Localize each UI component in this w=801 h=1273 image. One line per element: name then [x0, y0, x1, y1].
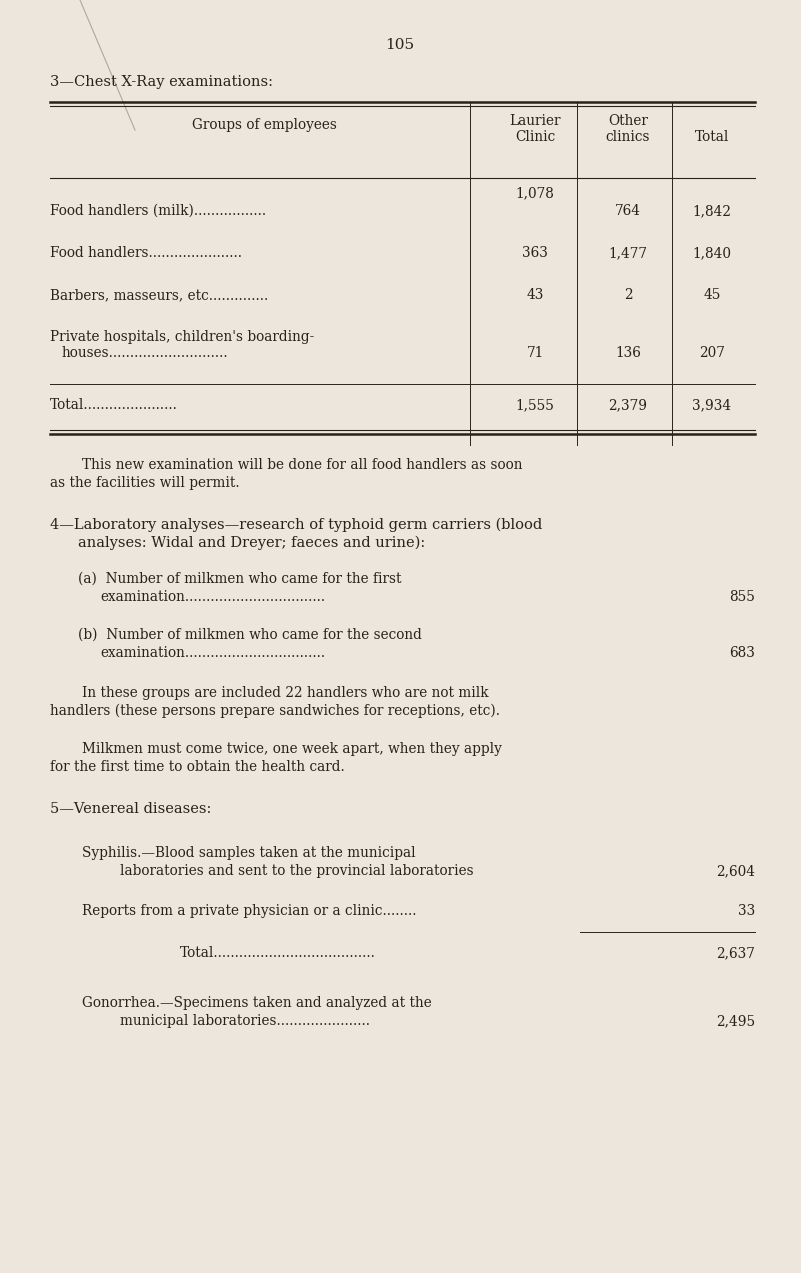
Text: 2,379: 2,379: [609, 398, 647, 412]
Text: (a)  Number of milkmen who came for the first: (a) Number of milkmen who came for the f…: [78, 572, 401, 586]
Text: Gonorrhea.—Specimens taken and analyzed at the: Gonorrhea.—Specimens taken and analyzed …: [82, 995, 432, 1009]
Text: Total: Total: [694, 130, 729, 144]
Text: 2: 2: [624, 288, 632, 302]
Text: Barbers, masseurs, etc..............: Barbers, masseurs, etc..............: [50, 288, 268, 302]
Text: examination.................................: examination.............................…: [100, 645, 325, 659]
Text: 3—Chest X-Ray examinations:: 3—Chest X-Ray examinations:: [50, 75, 273, 89]
Text: 2,495: 2,495: [716, 1015, 755, 1029]
Text: Total......................: Total......................: [50, 398, 178, 412]
Text: Laurier
Clinic: Laurier Clinic: [509, 115, 561, 144]
Text: laboratories and sent to the provincial laboratories: laboratories and sent to the provincial …: [120, 864, 473, 878]
Text: examination.................................: examination.............................…: [100, 589, 325, 603]
Text: 3,934: 3,934: [692, 398, 731, 412]
Text: 2,604: 2,604: [716, 864, 755, 878]
Text: 764: 764: [615, 204, 641, 218]
Text: analyses: Widal and Dreyer; faeces and urine):: analyses: Widal and Dreyer; faeces and u…: [78, 536, 425, 550]
Text: 105: 105: [385, 38, 415, 52]
Text: houses............................: houses............................: [62, 346, 228, 360]
Text: Food handlers (milk).................: Food handlers (milk).................: [50, 204, 266, 218]
Text: municipal laboratories......................: municipal laboratories..................…: [120, 1015, 370, 1029]
Text: Syphilis.—Blood samples taken at the municipal: Syphilis.—Blood samples taken at the mun…: [82, 847, 416, 861]
Text: 363: 363: [522, 246, 548, 260]
Text: Reports from a private physician or a clinic........: Reports from a private physician or a cl…: [82, 904, 417, 918]
Text: 45: 45: [703, 288, 721, 302]
Text: 1,842: 1,842: [693, 204, 731, 218]
Text: (b)  Number of milkmen who came for the second: (b) Number of milkmen who came for the s…: [78, 628, 422, 642]
Text: This new examination will be done for all food handlers as soon: This new examination will be done for al…: [82, 458, 522, 472]
Text: 207: 207: [699, 346, 725, 360]
Text: 33: 33: [738, 904, 755, 918]
Text: as the facilities will permit.: as the facilities will permit.: [50, 476, 239, 490]
Text: 71: 71: [526, 346, 544, 360]
Text: In these groups are included 22 handlers who are not milk: In these groups are included 22 handlers…: [82, 686, 489, 700]
Text: 43: 43: [526, 288, 544, 302]
Text: 683: 683: [729, 645, 755, 659]
Text: Private hospitals, children's boarding-: Private hospitals, children's boarding-: [50, 330, 314, 344]
Text: Milkmen must come twice, one week apart, when they apply: Milkmen must come twice, one week apart,…: [82, 742, 502, 756]
Text: for the first time to obtain the health card.: for the first time to obtain the health …: [50, 760, 344, 774]
Text: 5—Venereal diseases:: 5—Venereal diseases:: [50, 802, 211, 816]
Text: 2,637: 2,637: [716, 946, 755, 960]
Text: 1,555: 1,555: [516, 398, 554, 412]
Text: 1,840: 1,840: [693, 246, 731, 260]
Text: 1,078: 1,078: [516, 186, 554, 200]
Text: Other
clinics: Other clinics: [606, 115, 650, 144]
Text: handlers (these persons prepare sandwiches for receptions, etc).: handlers (these persons prepare sandwich…: [50, 704, 500, 718]
Text: 4—Laboratory analyses—research of typhoid germ carriers (blood: 4—Laboratory analyses—research of typhoi…: [50, 518, 542, 532]
Text: 136: 136: [615, 346, 641, 360]
Text: Food handlers......................: Food handlers......................: [50, 246, 242, 260]
Text: 855: 855: [729, 589, 755, 603]
Text: 1,477: 1,477: [609, 246, 647, 260]
Text: Groups of employees: Groups of employees: [191, 118, 336, 132]
Text: Total......................................: Total...................................…: [180, 946, 376, 960]
